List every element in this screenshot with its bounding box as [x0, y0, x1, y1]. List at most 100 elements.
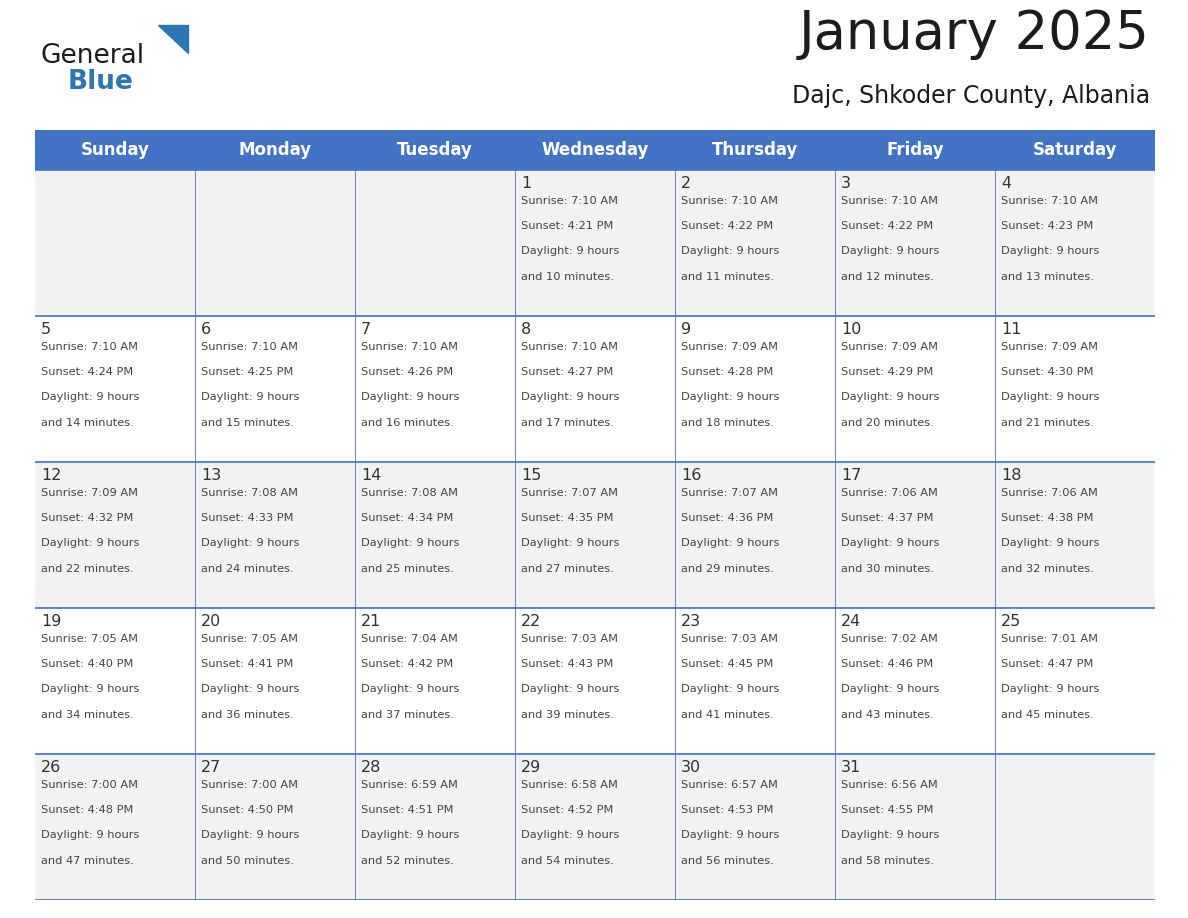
Text: Daylight: 9 hours: Daylight: 9 hours	[1001, 538, 1099, 548]
Text: Sunrise: 7:04 AM: Sunrise: 7:04 AM	[361, 634, 457, 644]
Text: and 16 minutes.: and 16 minutes.	[361, 418, 454, 428]
Text: Tuesday: Tuesday	[397, 141, 473, 159]
Text: Sunset: 4:24 PM: Sunset: 4:24 PM	[42, 367, 133, 377]
Text: Sunset: 4:38 PM: Sunset: 4:38 PM	[1001, 513, 1093, 523]
Text: Sunrise: 7:05 AM: Sunrise: 7:05 AM	[201, 634, 298, 644]
Text: Daylight: 9 hours: Daylight: 9 hours	[522, 246, 619, 256]
Text: Sunset: 4:41 PM: Sunset: 4:41 PM	[201, 659, 293, 669]
Text: Sunset: 4:32 PM: Sunset: 4:32 PM	[42, 513, 133, 523]
Text: Daylight: 9 hours: Daylight: 9 hours	[201, 538, 299, 548]
Text: Sunrise: 7:09 AM: Sunrise: 7:09 AM	[681, 342, 778, 352]
Text: Saturday: Saturday	[1032, 141, 1117, 159]
Text: Sunset: 4:45 PM: Sunset: 4:45 PM	[681, 659, 773, 669]
Text: and 36 minutes.: and 36 minutes.	[201, 710, 293, 720]
Text: and 43 minutes.: and 43 minutes.	[841, 710, 934, 720]
Text: and 10 minutes.: and 10 minutes.	[522, 272, 614, 282]
Text: Daylight: 9 hours: Daylight: 9 hours	[361, 538, 460, 548]
Text: Sunrise: 7:09 AM: Sunrise: 7:09 AM	[841, 342, 939, 352]
Text: and 58 minutes.: and 58 minutes.	[841, 856, 934, 866]
Text: and 21 minutes.: and 21 minutes.	[1001, 418, 1094, 428]
Text: Sunrise: 7:02 AM: Sunrise: 7:02 AM	[841, 634, 937, 644]
Text: Daylight: 9 hours: Daylight: 9 hours	[361, 392, 460, 402]
Text: Sunrise: 7:05 AM: Sunrise: 7:05 AM	[42, 634, 138, 644]
Text: Sunset: 4:48 PM: Sunset: 4:48 PM	[42, 805, 133, 815]
Text: Sunset: 4:22 PM: Sunset: 4:22 PM	[841, 221, 934, 231]
Text: and 11 minutes.: and 11 minutes.	[681, 272, 773, 282]
Text: Sunrise: 7:10 AM: Sunrise: 7:10 AM	[841, 196, 939, 206]
Text: Thursday: Thursday	[712, 141, 798, 159]
Text: Sunrise: 7:00 AM: Sunrise: 7:00 AM	[201, 780, 298, 790]
Text: and 52 minutes.: and 52 minutes.	[361, 856, 454, 866]
Text: 31: 31	[841, 760, 861, 775]
Text: Friday: Friday	[886, 141, 943, 159]
Text: Daylight: 9 hours: Daylight: 9 hours	[522, 831, 619, 840]
Text: Sunset: 4:55 PM: Sunset: 4:55 PM	[841, 805, 934, 815]
Text: and 54 minutes.: and 54 minutes.	[522, 856, 614, 866]
Text: Sunset: 4:50 PM: Sunset: 4:50 PM	[201, 805, 293, 815]
Text: 26: 26	[42, 760, 62, 775]
Text: Daylight: 9 hours: Daylight: 9 hours	[201, 831, 299, 840]
Text: Sunset: 4:21 PM: Sunset: 4:21 PM	[522, 221, 613, 231]
Text: Sunset: 4:35 PM: Sunset: 4:35 PM	[522, 513, 613, 523]
Text: Sunrise: 6:58 AM: Sunrise: 6:58 AM	[522, 780, 618, 790]
Text: Sunrise: 7:08 AM: Sunrise: 7:08 AM	[201, 488, 298, 498]
Text: and 37 minutes.: and 37 minutes.	[361, 710, 454, 720]
Text: 28: 28	[361, 760, 381, 775]
Text: Sunset: 4:30 PM: Sunset: 4:30 PM	[1001, 367, 1093, 377]
Text: Sunrise: 7:10 AM: Sunrise: 7:10 AM	[681, 196, 778, 206]
Text: Daylight: 9 hours: Daylight: 9 hours	[681, 246, 779, 256]
Text: Daylight: 9 hours: Daylight: 9 hours	[681, 684, 779, 694]
Text: Sunrise: 6:59 AM: Sunrise: 6:59 AM	[361, 780, 457, 790]
Text: 27: 27	[201, 760, 221, 775]
Text: Sunset: 4:22 PM: Sunset: 4:22 PM	[681, 221, 773, 231]
Text: Daylight: 9 hours: Daylight: 9 hours	[522, 538, 619, 548]
Bar	[34, 130, 1155, 170]
Text: Daylight: 9 hours: Daylight: 9 hours	[361, 831, 460, 840]
Text: General: General	[40, 43, 144, 69]
Text: Sunset: 4:43 PM: Sunset: 4:43 PM	[522, 659, 613, 669]
Text: Daylight: 9 hours: Daylight: 9 hours	[841, 684, 940, 694]
Text: and 34 minutes.: and 34 minutes.	[42, 710, 134, 720]
Text: and 24 minutes.: and 24 minutes.	[201, 564, 293, 574]
Bar	[34, 608, 1155, 754]
Text: 8: 8	[522, 322, 531, 337]
Text: Sunset: 4:33 PM: Sunset: 4:33 PM	[201, 513, 293, 523]
Text: Daylight: 9 hours: Daylight: 9 hours	[522, 392, 619, 402]
Text: and 47 minutes.: and 47 minutes.	[42, 856, 134, 866]
Text: and 29 minutes.: and 29 minutes.	[681, 564, 773, 574]
Text: Sunrise: 7:10 AM: Sunrise: 7:10 AM	[42, 342, 138, 352]
Text: and 13 minutes.: and 13 minutes.	[1001, 272, 1094, 282]
Text: Sunset: 4:29 PM: Sunset: 4:29 PM	[841, 367, 934, 377]
Text: Sunset: 4:27 PM: Sunset: 4:27 PM	[522, 367, 613, 377]
Text: 16: 16	[681, 468, 701, 483]
Bar	[34, 462, 1155, 608]
Text: Daylight: 9 hours: Daylight: 9 hours	[361, 684, 460, 694]
Text: Sunrise: 7:10 AM: Sunrise: 7:10 AM	[522, 196, 618, 206]
Text: Daylight: 9 hours: Daylight: 9 hours	[681, 831, 779, 840]
Text: 30: 30	[681, 760, 701, 775]
Text: and 50 minutes.: and 50 minutes.	[201, 856, 293, 866]
Text: Daylight: 9 hours: Daylight: 9 hours	[841, 538, 940, 548]
Text: 20: 20	[201, 614, 221, 629]
Text: Daylight: 9 hours: Daylight: 9 hours	[201, 392, 299, 402]
Text: Sunset: 4:52 PM: Sunset: 4:52 PM	[522, 805, 613, 815]
Text: Daylight: 9 hours: Daylight: 9 hours	[1001, 684, 1099, 694]
Text: and 14 minutes.: and 14 minutes.	[42, 418, 134, 428]
Bar	[34, 170, 1155, 316]
Text: Daylight: 9 hours: Daylight: 9 hours	[522, 684, 619, 694]
Text: 18: 18	[1001, 468, 1022, 483]
Text: Sunrise: 7:10 AM: Sunrise: 7:10 AM	[1001, 196, 1098, 206]
Text: Sunday: Sunday	[81, 141, 150, 159]
Text: 5: 5	[42, 322, 51, 337]
Text: Sunrise: 7:10 AM: Sunrise: 7:10 AM	[201, 342, 298, 352]
Text: Daylight: 9 hours: Daylight: 9 hours	[1001, 246, 1099, 256]
Text: Sunset: 4:34 PM: Sunset: 4:34 PM	[361, 513, 454, 523]
Text: and 15 minutes.: and 15 minutes.	[201, 418, 293, 428]
Text: Daylight: 9 hours: Daylight: 9 hours	[42, 831, 139, 840]
Text: and 45 minutes.: and 45 minutes.	[1001, 710, 1094, 720]
Text: Monday: Monday	[239, 141, 311, 159]
Text: and 18 minutes.: and 18 minutes.	[681, 418, 773, 428]
Text: Daylight: 9 hours: Daylight: 9 hours	[681, 538, 779, 548]
Text: 19: 19	[42, 614, 62, 629]
Text: Sunrise: 7:06 AM: Sunrise: 7:06 AM	[1001, 488, 1098, 498]
